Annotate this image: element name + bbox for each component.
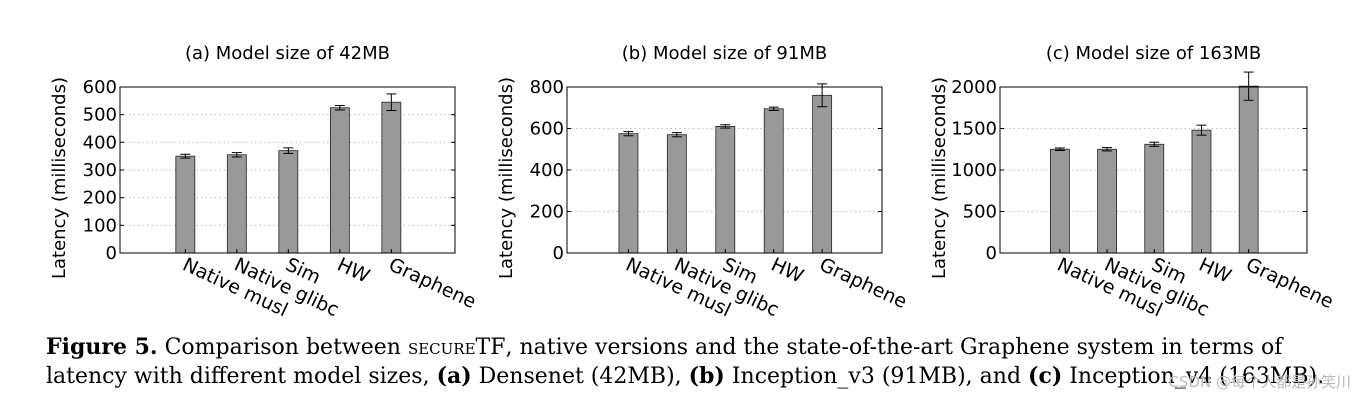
chart-title: (c) Model size of 163MB <box>1046 43 1261 64</box>
caption-a-label: (a) <box>436 363 472 389</box>
error-bar <box>283 147 294 154</box>
x-tick-label: Graphene <box>816 254 910 314</box>
caption-system-name: secureTF <box>407 335 506 360</box>
y-axis-label: Latency (milliseconds) <box>49 77 70 279</box>
caption-text-1: Comparison between <box>157 335 408 360</box>
x-tick-label: HW <box>334 254 373 288</box>
bar-graphene <box>381 101 402 254</box>
y-tick-label: 0 <box>553 243 564 264</box>
bar-sim <box>278 150 299 254</box>
x-tick-label: HW <box>768 254 807 288</box>
y-tick-label: 500 <box>83 105 117 126</box>
error-bar <box>386 93 397 112</box>
bar-native-glibc <box>226 154 247 254</box>
y-tick-label: 200 <box>83 188 117 209</box>
bar-native-musl <box>618 133 639 254</box>
bar-native-glibc <box>666 134 687 254</box>
bar-sim <box>1144 143 1165 254</box>
y-tick-label: 800 <box>530 77 564 98</box>
y-tick-label: 300 <box>83 160 117 181</box>
caption-text-2: , native versions and the state-of-the-a… <box>46 335 1283 389</box>
bar-sim <box>715 126 736 254</box>
bar-graphene <box>1238 85 1259 254</box>
y-tick-label: 400 <box>83 132 117 153</box>
error-bar <box>1102 147 1113 152</box>
bar-native-glibc <box>1097 148 1117 254</box>
x-tick-label: Graphene <box>385 254 479 314</box>
error-bar <box>720 124 731 129</box>
y-tick-label: 400 <box>530 160 564 181</box>
y-tick-label: 600 <box>83 77 117 98</box>
bar-hw <box>1191 129 1212 254</box>
y-tick-label: 100 <box>83 215 117 236</box>
caption-b-label: (b) <box>688 363 725 389</box>
error-bar <box>334 105 345 111</box>
y-tick-label: 2000 <box>951 77 997 98</box>
y-axis-label: Latency (milliseconds) <box>929 77 950 279</box>
caption-a-text: Densenet (42MB), <box>471 364 689 389</box>
y-tick-label: 200 <box>530 202 564 223</box>
error-bar <box>231 152 242 158</box>
error-bar <box>817 83 828 108</box>
bar-graphene <box>812 94 833 254</box>
watermark: CSDN @每个人都是孙笑川 <box>1168 373 1351 391</box>
y-tick-label: 1000 <box>951 160 997 181</box>
y-tick-label: 0 <box>986 243 997 264</box>
caption-c-text: Inception_v4 (163MB). <box>1062 364 1325 389</box>
x-tick-label: Graphene <box>1243 254 1337 314</box>
y-tick-label: 600 <box>530 119 564 140</box>
figure-caption: Figure 5. Comparison between secureTF, n… <box>46 333 1346 391</box>
error-bar <box>1149 141 1160 147</box>
error-bar <box>768 106 779 111</box>
y-tick-label: 0 <box>106 243 117 264</box>
bar-native-musl <box>1049 148 1070 254</box>
caption-c-label: (c) <box>1028 363 1063 389</box>
error-bar <box>180 153 191 159</box>
chart-title: (a) Model size of 42MB <box>185 43 390 64</box>
bar-native-musl <box>175 155 196 254</box>
error-bar <box>623 131 634 137</box>
bar-hw <box>329 107 350 254</box>
y-tick-label: 1500 <box>951 119 997 140</box>
chart-title: (b) Model size of 91MB <box>622 43 827 64</box>
y-tick-label: 500 <box>963 202 997 223</box>
error-bar <box>1054 147 1065 151</box>
caption-label: Figure 5. <box>46 334 158 360</box>
x-tick-label: HW <box>1195 254 1234 288</box>
error-bar <box>671 132 682 138</box>
bar-hw <box>763 108 784 254</box>
caption-b-text: Inception_v3 (91MB), and <box>724 364 1029 389</box>
error-bar <box>1196 124 1207 136</box>
error-bar <box>1243 71 1254 101</box>
y-axis-label: Latency (milliseconds) <box>496 77 517 279</box>
